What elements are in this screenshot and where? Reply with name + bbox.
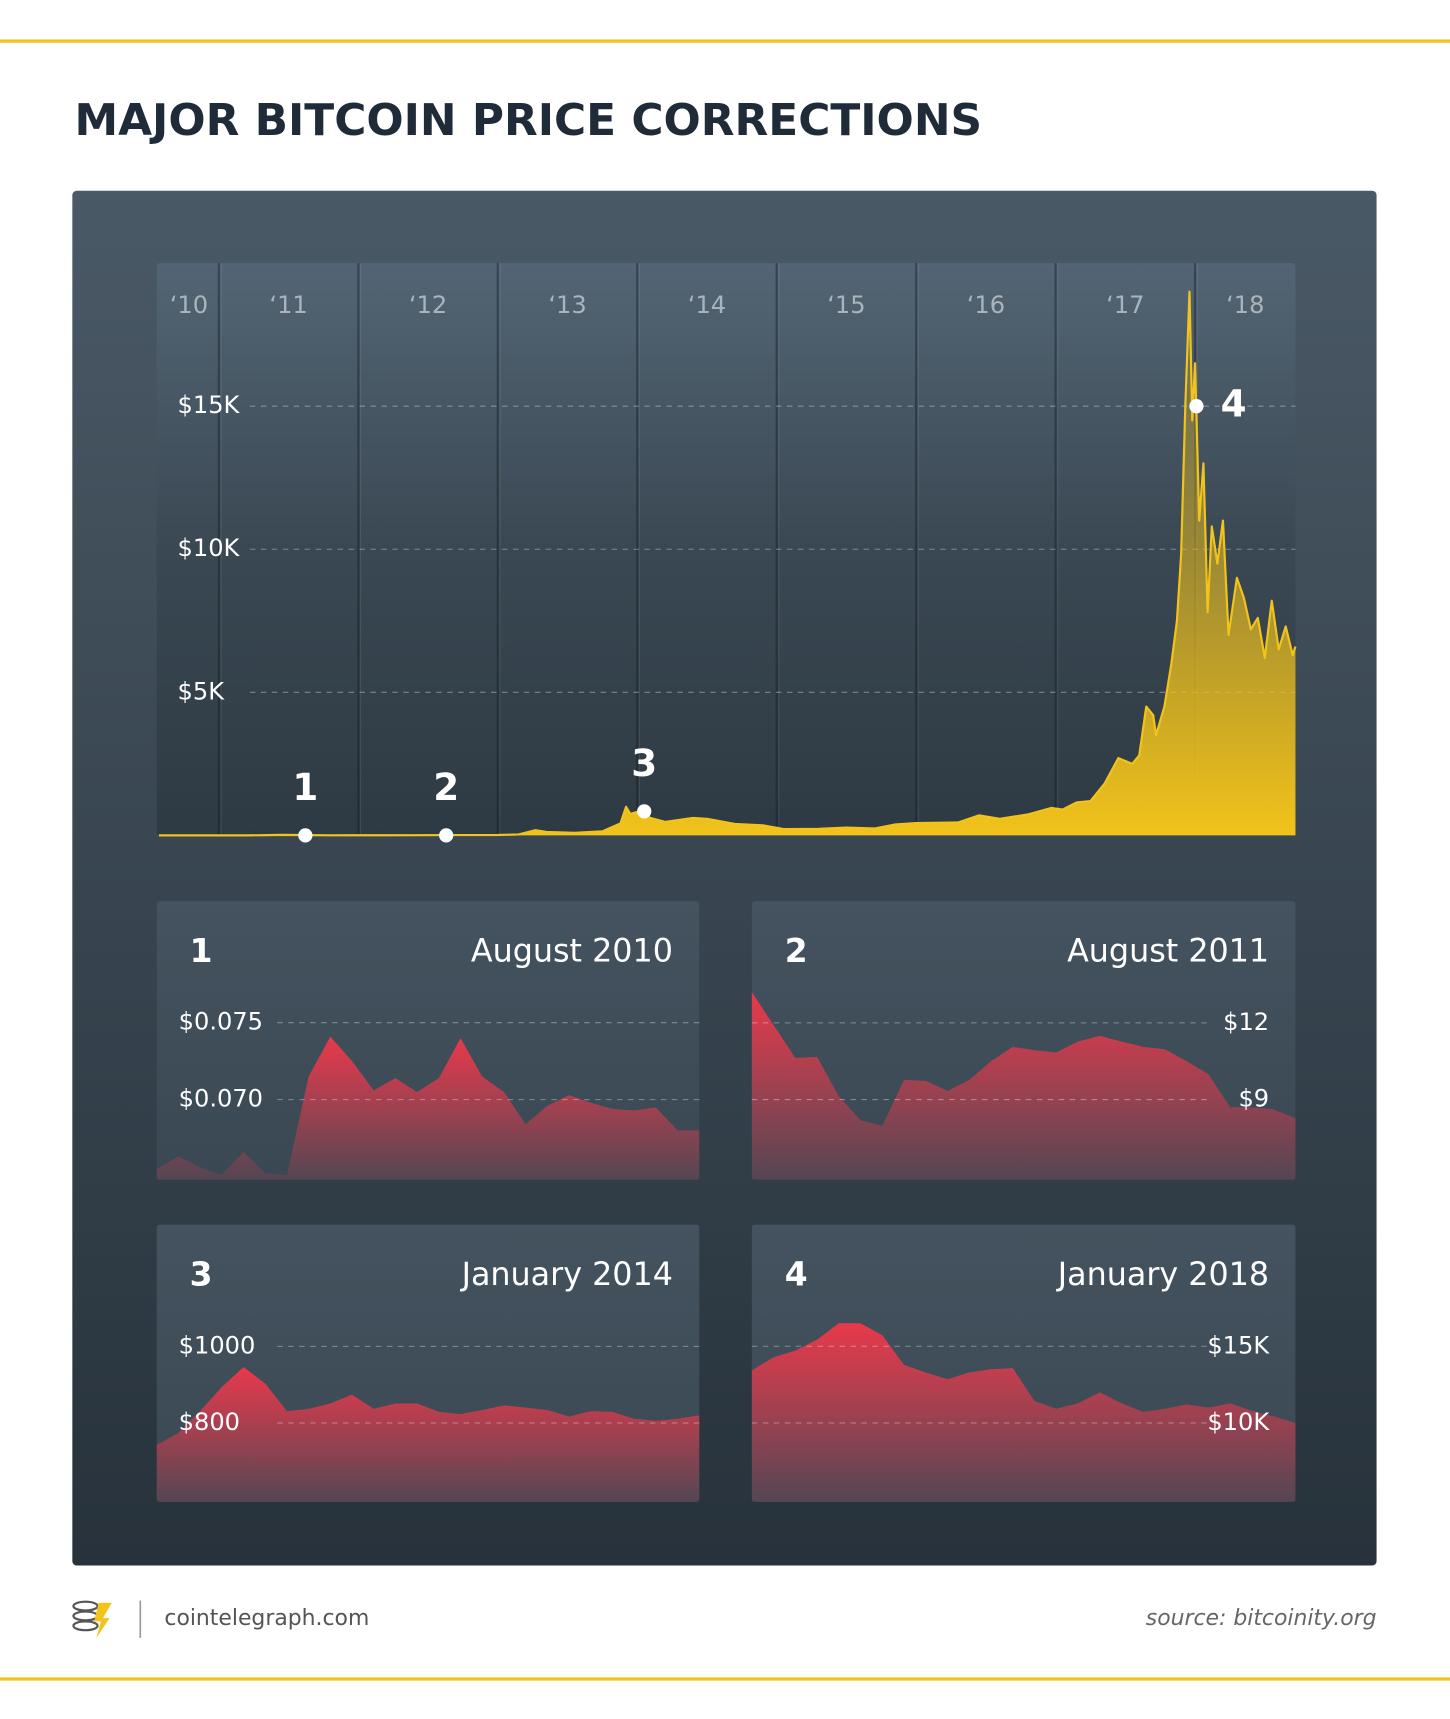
chart-3: $800 $1000 3 January 2014 [156, 1255, 700, 1502]
x-tick-label: ‘14 [688, 291, 726, 319]
price-area [156, 1367, 700, 1502]
x-tick-label: ‘10 [170, 291, 208, 319]
panel-number: 1 [190, 931, 213, 970]
panel-number: 2 [785, 931, 808, 970]
y-tick-label: $15K [1207, 1331, 1270, 1359]
y-tick-label: $5K [178, 677, 226, 705]
top-rule [0, 39, 1450, 43]
x-tick-label: ‘18 [1226, 291, 1264, 319]
annotation-dot [1189, 399, 1204, 414]
chart-4: $10K $15K 4 January 2018 [751, 1255, 1296, 1502]
price-area [751, 1323, 1296, 1502]
y-tick-label: $10K [1207, 1408, 1270, 1436]
x-tick-label: ‘16 [967, 291, 1005, 319]
annotation-label: 3 [631, 741, 657, 785]
y-tick-label: $9 [1238, 1085, 1269, 1113]
annotation-dot [637, 804, 652, 819]
price-area [751, 992, 1296, 1180]
main-plot-area [156, 263, 1296, 836]
y-tick-label: $12 [1223, 1008, 1269, 1036]
y-tick-label: $15K [178, 391, 241, 419]
bottom-rule [0, 1677, 1450, 1681]
panel-title: August 2010 [471, 934, 673, 970]
y-tick-label: $0.070 [179, 1085, 263, 1113]
annotation-label: 1 [292, 765, 318, 809]
panel-number: 4 [785, 1255, 808, 1294]
chart-0: ‘10 ‘11 ‘12 ‘13 ‘14 ‘15 ‘16 ‘17 ‘18 $5K $10K $15K 1 2… [158, 263, 1297, 843]
page-title: MAJOR BITCOIN PRICE CORRECTIONS [75, 95, 983, 146]
logo [72, 1600, 112, 1638]
panel-number: 3 [190, 1255, 213, 1294]
x-tick-label: ‘12 [409, 291, 447, 319]
footer-site: cointelegraph.com [164, 1606, 369, 1631]
price-line [158, 290, 1297, 837]
panel-title: January 2014 [460, 1257, 673, 1293]
footer-source: source: bitcoinity.org [1146, 1606, 1377, 1631]
y-tick-label: $10K [178, 534, 241, 562]
panel-title: August 2011 [1067, 934, 1269, 970]
chart-2: $9 $12 2 August 2011 [751, 931, 1296, 1180]
x-tick-label: ‘15 [827, 291, 865, 319]
x-tick-label: ‘13 [548, 291, 586, 319]
y-tick-label: $800 [179, 1408, 240, 1436]
annotation-dot [439, 828, 454, 843]
annotation-label: 4 [1221, 382, 1247, 426]
x-tick-label: ‘11 [269, 291, 307, 319]
panel-title: January 2018 [1056, 1257, 1269, 1293]
annotation-label: 2 [433, 765, 459, 809]
annotation-dot [298, 828, 313, 843]
price-area [158, 291, 1296, 836]
chart-1: $0.070 $0.075 1 August 2010 [156, 931, 700, 1180]
price-area [156, 1036, 700, 1180]
y-tick-label: $0.075 [179, 1008, 263, 1036]
x-tick-label: ‘17 [1106, 291, 1144, 319]
y-tick-label: $1000 [179, 1331, 256, 1359]
